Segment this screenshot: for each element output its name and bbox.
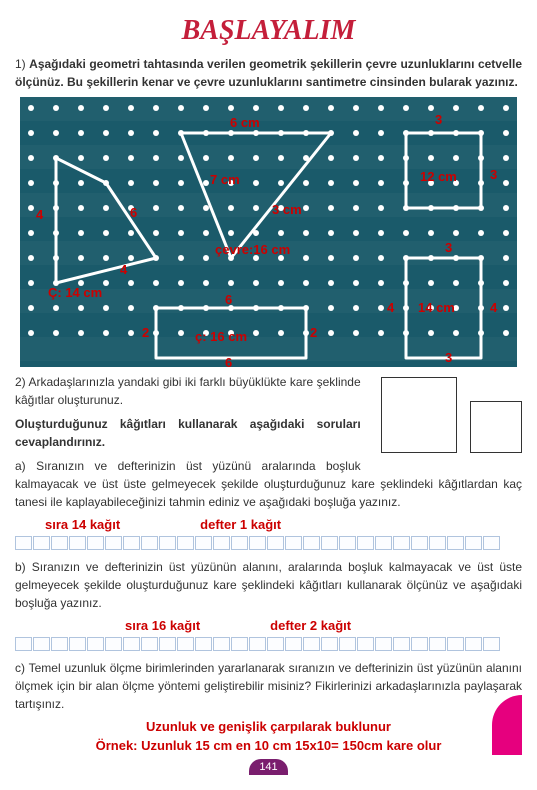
answer-grid-b xyxy=(15,637,522,651)
grid-cell xyxy=(87,637,104,651)
grid-cell xyxy=(231,536,248,550)
geo-label: 6 cm xyxy=(230,115,260,130)
geo-label: 3 xyxy=(445,350,452,365)
grid-cell xyxy=(285,536,302,550)
a-answers: sıra 14 kağıt defter 1 kağıt xyxy=(15,517,522,532)
geo-label: 3 xyxy=(435,112,442,127)
geo-label: 3 xyxy=(445,240,452,255)
grid-cell xyxy=(375,536,392,550)
q1-num: 1) xyxy=(15,57,29,71)
grid-cell xyxy=(447,536,464,550)
b-ans1: sıra 16 kağıt xyxy=(125,618,200,633)
grid-cell xyxy=(357,637,374,651)
c-ans2: Örnek: Uzunluk 15 cm en 10 cm 15x10= 150… xyxy=(15,738,522,753)
grid-cell xyxy=(33,536,50,550)
reference-squares xyxy=(371,377,522,456)
grid-cell xyxy=(231,637,248,651)
grid-cell xyxy=(105,637,122,651)
grid-cell xyxy=(51,637,68,651)
grid-cell xyxy=(339,637,356,651)
grid-cell xyxy=(123,536,140,550)
grid-cell xyxy=(177,536,194,550)
grid-cell xyxy=(267,637,284,651)
grid-cell xyxy=(15,536,32,550)
q1-text: Aşağıdaki geometri tahtasında verilen ge… xyxy=(15,57,522,89)
geo-label: 6 xyxy=(225,355,232,367)
q2-b: b) Sıranızın ve defterinizin üst yüzünün… xyxy=(15,558,522,612)
title-text: BAŞLAYALIM xyxy=(182,15,356,46)
square-large xyxy=(381,377,457,453)
geo-label: 3 xyxy=(490,167,497,182)
grid-cell xyxy=(339,536,356,550)
geo-label: 4 xyxy=(120,262,127,277)
grid-cell xyxy=(483,536,500,550)
grid-cell xyxy=(213,536,230,550)
grid-cell xyxy=(141,637,158,651)
grid-cell xyxy=(375,637,392,651)
page-title: BAŞLAYALIM xyxy=(15,15,522,47)
grid-cell xyxy=(303,536,320,550)
q1-instruction: 1) Aşağıdaki geometri tahtasında verilen… xyxy=(15,55,522,91)
grid-cell xyxy=(33,637,50,651)
b-ans2: defter 2 kağıt xyxy=(270,618,351,633)
grid-cell xyxy=(141,536,158,550)
geo-label: 7 cm xyxy=(210,172,240,187)
grid-cell xyxy=(249,536,266,550)
grid-cell xyxy=(87,536,104,550)
a-ans1: sıra 14 kağıt xyxy=(45,517,120,532)
geo-label: 4 xyxy=(387,300,394,315)
grid-cell xyxy=(411,536,428,550)
grid-cell xyxy=(69,536,86,550)
grid-cell xyxy=(195,536,212,550)
page-number-container: 141 xyxy=(15,759,522,775)
grid-cell xyxy=(249,637,266,651)
grid-cell xyxy=(177,637,194,651)
geo-label: ç: 16 cm xyxy=(195,329,247,344)
geo-label: çevre:16 cm xyxy=(215,242,290,257)
grid-cell xyxy=(465,637,482,651)
q2-a: a) Sıranızın ve defterinizin üst yüzünü … xyxy=(15,457,522,511)
grid-cell xyxy=(429,637,446,651)
answer-grid-a xyxy=(15,536,522,550)
geo-label: 2 xyxy=(310,325,317,340)
geo-label: Ç: 14 cm xyxy=(48,285,102,300)
geo-label: 4 xyxy=(36,207,43,222)
grid-cell xyxy=(285,637,302,651)
geo-label: 4 xyxy=(490,300,497,315)
c-ans1: Uzunluk ve genişlik çarpılarak buklunur xyxy=(15,719,522,734)
square-small xyxy=(470,401,522,453)
grid-cell xyxy=(393,536,410,550)
grid-cell xyxy=(159,637,176,651)
geo-label: 3 cm xyxy=(272,202,302,217)
grid-cell xyxy=(51,536,68,550)
grid-cell xyxy=(195,637,212,651)
q2-c: c) Temel uzunluk ölçme birimlerinden yar… xyxy=(15,659,522,713)
grid-cell xyxy=(411,637,428,651)
page-number: 141 xyxy=(249,759,287,775)
geo-label: 2 xyxy=(142,325,149,340)
grid-cell xyxy=(15,637,32,651)
grid-cell xyxy=(159,536,176,550)
geo-label: 14 cm xyxy=(418,300,455,315)
a-ans2: defter 1 kağıt xyxy=(200,517,281,532)
grid-cell xyxy=(303,637,320,651)
geo-label: 12 cm xyxy=(420,169,457,184)
geo-label: 6 xyxy=(225,292,232,307)
grid-cell xyxy=(447,637,464,651)
grid-cell xyxy=(213,637,230,651)
grid-cell xyxy=(357,536,374,550)
grid-cell xyxy=(393,637,410,651)
geo-label: 6 xyxy=(130,205,137,220)
grid-cell xyxy=(321,536,338,550)
grid-cell xyxy=(123,637,140,651)
grid-cell xyxy=(105,536,122,550)
geoboard: 6 cm 7 cm 6 3 cm çevre:16 cm 4 4 Ç: 14 cm 3 12 cm… xyxy=(20,97,517,367)
grid-cell xyxy=(267,536,284,550)
grid-cell xyxy=(465,536,482,550)
grid-cell xyxy=(429,536,446,550)
grid-cell xyxy=(483,637,500,651)
grid-cell xyxy=(321,637,338,651)
b-answers: sıra 16 kağıt defter 2 kağıt xyxy=(15,618,522,633)
grid-cell xyxy=(69,637,86,651)
